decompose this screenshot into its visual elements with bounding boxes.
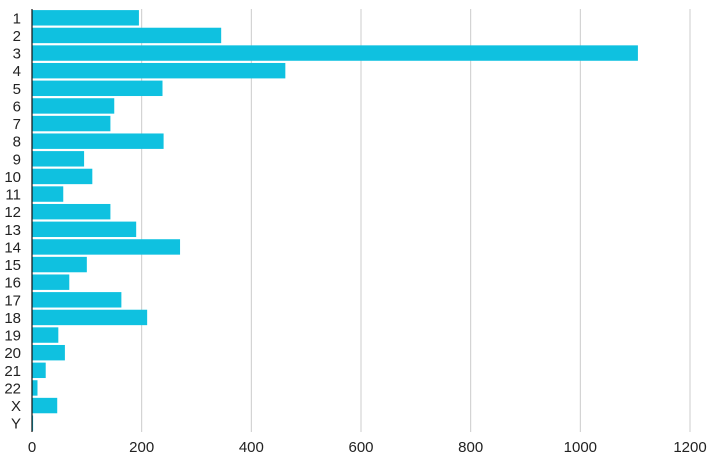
bar-2 [32,27,222,44]
category-label: 5 [13,81,21,98]
category-label: 18 [4,310,21,327]
x-tick-label: 0 [28,439,36,456]
category-label: 2 [13,28,21,45]
gridlines [141,9,691,432]
bar-19 [32,327,59,343]
bar-13 [32,221,137,238]
category-label: 6 [13,98,21,115]
bar-5 [32,80,163,97]
bars [32,10,638,431]
category-label: 10 [4,169,21,186]
category-label: 1 [13,10,21,27]
category-label: 11 [5,187,21,204]
bar-6 [32,98,115,114]
category-label: 22 [4,380,21,397]
bar-8 [32,133,164,149]
bar-1 [32,10,139,26]
category-label: 3 [13,46,21,63]
x-tick-label: 600 [348,439,373,456]
category-label: 19 [4,328,21,345]
category-label: X [11,398,21,415]
bar-20 [32,344,65,361]
x-tick-label: 1200 [673,439,706,456]
bar-3 [32,45,638,61]
bar-X [32,397,58,414]
bar-7 [32,115,111,132]
category-label: 17 [4,292,21,309]
x-tick-label: 200 [129,439,154,456]
bar-12 [32,203,111,220]
bar-17 [32,292,122,308]
category-label: 15 [4,257,21,274]
category-label: 20 [4,345,21,362]
bar-10 [32,168,93,185]
bar-22 [32,380,38,396]
x-tick-label: 1000 [564,439,597,456]
x-tick-label: 800 [458,439,483,456]
category-label: 12 [4,204,21,221]
category-label: 21 [4,363,21,380]
bar-21 [32,362,46,379]
bar-9 [32,151,85,167]
category-label: 16 [4,275,21,292]
category-label: 7 [13,116,21,133]
bar-16 [32,274,70,290]
category-label: 8 [13,134,21,151]
category-label: Y [11,416,21,433]
bar-15 [32,256,87,273]
x-tick-label: 400 [239,439,264,456]
category-label: 9 [13,151,21,168]
category-label: 4 [13,63,21,80]
x-tick-labels: 0 200 400 600 800 1000 1200 [28,439,707,456]
category-label: 13 [4,222,21,239]
bar-4 [32,62,286,79]
bar-14 [32,239,181,255]
bar-18 [32,309,148,326]
bar-11 [32,186,64,202]
category-label: 14 [4,239,21,256]
